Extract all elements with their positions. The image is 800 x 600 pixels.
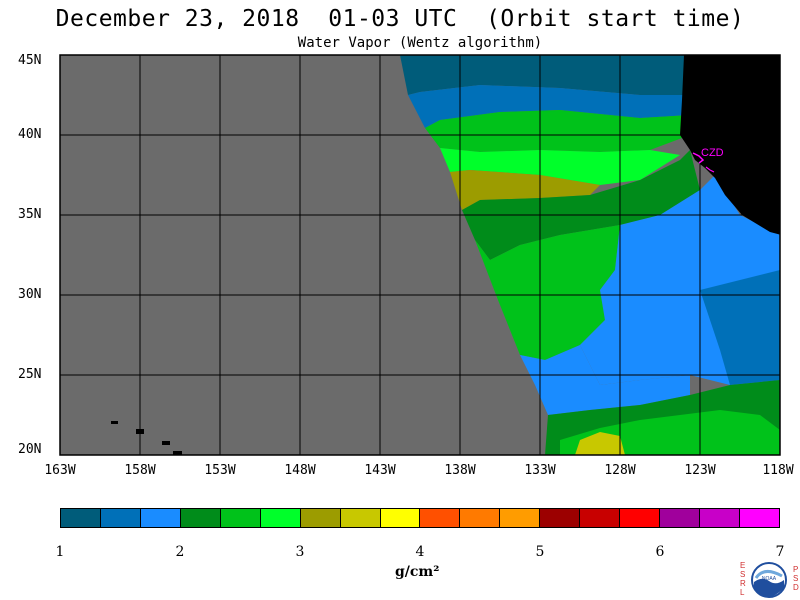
lon-label: 123W <box>684 463 716 478</box>
colorbar-swatch <box>180 509 221 527</box>
logo-center-text: NOAA <box>762 576 777 582</box>
station-marker: CZD <box>692 147 724 173</box>
logo-letter: S <box>793 574 798 583</box>
page-title: December 23, 2018 01-03 UTC (Orbit start… <box>55 6 745 32</box>
colorbar-swatch <box>61 509 101 527</box>
lon-label: 133W <box>524 463 556 478</box>
colorbar-swatch <box>300 509 341 527</box>
colorbar-units: g/cm² <box>395 564 440 580</box>
logo-letter: E <box>740 561 745 570</box>
colorbar-swatch <box>739 509 779 527</box>
colorbar-swatch <box>500 509 541 527</box>
station-label: CZD <box>701 147 724 159</box>
swath-band-mid-blue-east <box>700 270 780 385</box>
colorbar-swatch <box>460 509 501 527</box>
colorbar-swatch <box>260 509 301 527</box>
colorbar-swatch <box>100 509 141 527</box>
logo-letter: R <box>740 579 746 588</box>
swath-band-green-north <box>425 110 690 152</box>
lon-label: 128W <box>604 463 636 478</box>
swath-band-dark-blue <box>400 55 690 95</box>
hawaii-island-3 <box>162 441 170 445</box>
north-america-land <box>680 55 780 235</box>
hawaii-island-4 <box>173 451 182 455</box>
colorbar-swatch <box>660 509 700 527</box>
colorbar-tick: 1 <box>55 544 65 560</box>
logo-letter: L <box>740 588 745 597</box>
swath-band-green-mid <box>462 150 700 260</box>
colorbar-swatch <box>220 509 261 527</box>
logo-letter: D <box>793 583 799 592</box>
colorbar-swatch <box>340 509 381 527</box>
lat-label: 25N <box>18 367 42 382</box>
map-grid <box>59 54 781 456</box>
lon-label: 158W <box>124 463 156 478</box>
colorbar-swatch <box>420 509 461 527</box>
lon-label: 148W <box>284 463 316 478</box>
page-subtitle: Water Vapor (Wentz algorithm) <box>297 35 543 51</box>
colorbar-tick: 6 <box>655 544 665 560</box>
lat-label: 45N <box>18 53 42 68</box>
noaa-esrl-psd-logo: E S R L P S D NOAA <box>740 561 799 598</box>
colorbar-tick: 7 <box>775 544 785 560</box>
colorbar-tick: 4 <box>415 544 425 560</box>
lon-label: 153W <box>204 463 236 478</box>
swath-band-yellow-south <box>575 432 625 455</box>
lat-label: 30N <box>18 287 42 302</box>
colorbar-tick: 5 <box>535 544 545 560</box>
swath-band-blue-south <box>520 345 690 415</box>
lon-label: 138W <box>444 463 476 478</box>
logo-letter: S <box>740 570 745 579</box>
lat-label: 20N <box>18 442 42 457</box>
colorbar <box>60 508 780 528</box>
swath-band-green-lower <box>475 225 620 360</box>
colorbar-swatch <box>700 509 740 527</box>
colorbar-swatch <box>380 509 421 527</box>
lon-label: 118W <box>762 463 794 478</box>
lat-label: 40N <box>18 127 42 142</box>
lon-label: 163W <box>44 463 76 478</box>
lon-label: 143W <box>364 463 396 478</box>
hawaii-island-1 <box>111 421 118 424</box>
map-field <box>60 55 780 455</box>
colorbar-tick: 3 <box>295 544 305 560</box>
lat-label: 35N <box>18 207 42 222</box>
colorbar-swatch <box>580 509 621 527</box>
logo-letter: P <box>793 565 798 574</box>
swath-band-olive <box>450 170 600 210</box>
colorbar-swatch <box>140 509 181 527</box>
colorbar-swatch <box>620 509 661 527</box>
colorbar-swatch <box>540 509 581 527</box>
colorbar-tick: 2 <box>175 544 185 560</box>
